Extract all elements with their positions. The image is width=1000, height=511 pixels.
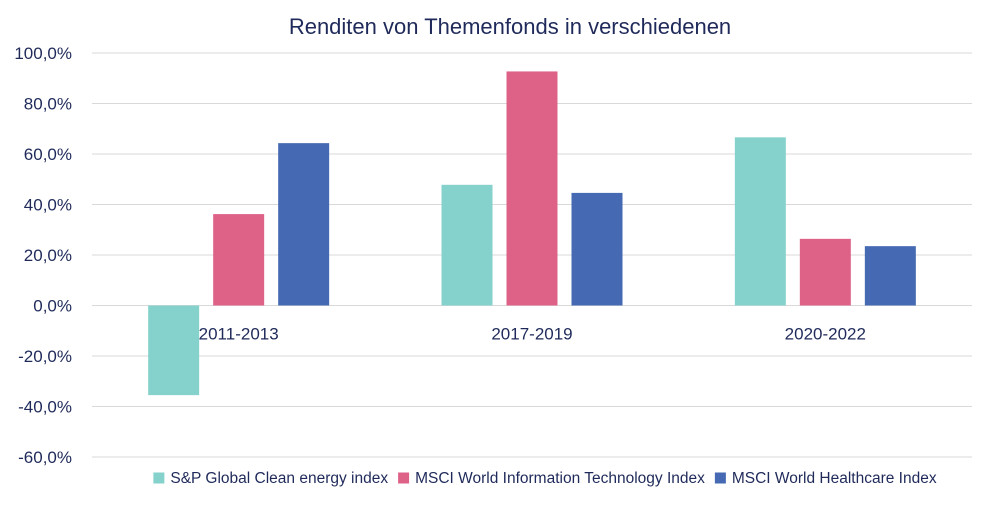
- legend-swatch: [153, 472, 165, 484]
- legend-item: MSCI World Healthcare Index: [714, 470, 937, 487]
- bar: [148, 305, 200, 396]
- bar: [506, 71, 558, 306]
- y-tick-label: -60,0%: [18, 448, 72, 467]
- legend-swatch: [398, 472, 410, 484]
- legend-label: MSCI World Information Technology Index: [415, 470, 705, 487]
- legend: S&P Global Clean energy index MSCI World …: [153, 470, 937, 487]
- bar: [278, 143, 330, 306]
- bars: [148, 71, 916, 396]
- y-tick-label: -20,0%: [18, 347, 72, 366]
- legend-label: S&P Global Clean energy index: [170, 470, 388, 487]
- x-axis-category-labels: 2011-2013 2017-2019 2020-2022: [199, 325, 866, 344]
- bar: [734, 137, 786, 306]
- x-category-label: 2020-2022: [785, 325, 866, 344]
- x-category-label: 2011-2013: [199, 325, 279, 344]
- legend-item: MSCI World Information Technology Index: [398, 470, 705, 487]
- y-axis-tick-labels: 100,0% 80,0% 60,0% 40,0% 20,0% 0,0% -20,0% -40,…: [14, 44, 72, 467]
- bar: [213, 214, 265, 306]
- y-tick-label: 40,0%: [24, 196, 72, 215]
- legend-item: S&P Global Clean energy index: [153, 470, 388, 487]
- bar: [441, 184, 493, 306]
- y-tick-label: 100,0%: [14, 44, 72, 63]
- bar: [864, 246, 916, 306]
- bar: [799, 238, 851, 306]
- y-tick-label: 20,0%: [24, 246, 72, 265]
- y-tick-label: 0,0%: [33, 297, 72, 316]
- y-tick-label: -40,0%: [18, 398, 72, 417]
- bar: [571, 192, 623, 306]
- y-tick-label: 60,0%: [24, 145, 72, 164]
- chart-title: Renditen von Themenfonds in verschiedene…: [289, 14, 731, 39]
- legend-swatch: [714, 472, 726, 484]
- x-category-label: 2017-2019: [491, 325, 572, 344]
- y-tick-label: 80,0%: [24, 95, 72, 114]
- legend-label: MSCI World Healthcare Index: [732, 470, 937, 487]
